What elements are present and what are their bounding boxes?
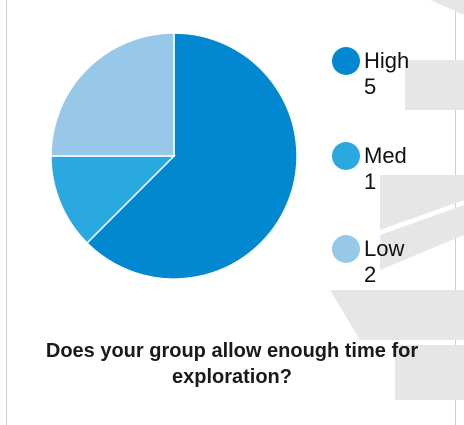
pie-slice-med (50, 155, 176, 245)
legend-swatch-high (332, 47, 360, 75)
pie-slice-high (85, 32, 298, 280)
legend-item-low: Low 2 (328, 229, 448, 289)
legend-value-high: 5 (364, 74, 377, 99)
legend-value-med: 1 (364, 169, 377, 194)
chart-title: Does your group allow enough time for ex… (45, 340, 419, 388)
legend-item-med: Med 1 (328, 136, 448, 196)
legend-item-high: High 5 (328, 41, 448, 101)
card-border-left (6, 0, 7, 425)
legend-label-high: High (364, 48, 410, 73)
legend-swatch-med (332, 142, 360, 170)
legend-label-med: Med (364, 143, 407, 168)
legend-label-low: Low (364, 236, 405, 261)
pie-slice-low (50, 32, 175, 157)
legend-value-low: 2 (364, 262, 377, 287)
legend-swatch-low (332, 235, 360, 263)
